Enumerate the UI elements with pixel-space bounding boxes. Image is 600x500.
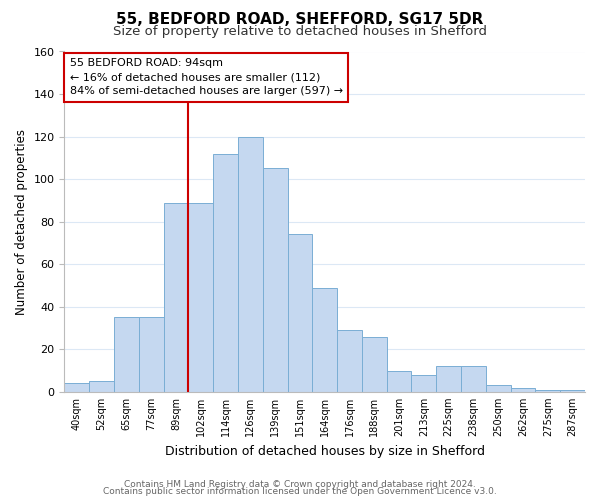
Bar	[263, 168, 287, 392]
Bar	[386, 370, 412, 392]
Y-axis label: Number of detached properties: Number of detached properties	[15, 128, 28, 314]
Bar	[287, 234, 313, 392]
Bar	[535, 390, 560, 392]
Bar	[486, 386, 511, 392]
Bar	[412, 375, 436, 392]
Bar	[139, 318, 164, 392]
Bar	[337, 330, 362, 392]
Bar	[436, 366, 461, 392]
Bar	[560, 390, 585, 392]
Bar	[313, 288, 337, 392]
Bar	[213, 154, 238, 392]
Bar	[89, 381, 114, 392]
Bar	[188, 202, 213, 392]
X-axis label: Distribution of detached houses by size in Shefford: Distribution of detached houses by size …	[165, 444, 485, 458]
Text: 55, BEDFORD ROAD, SHEFFORD, SG17 5DR: 55, BEDFORD ROAD, SHEFFORD, SG17 5DR	[116, 12, 484, 28]
Text: Contains HM Land Registry data © Crown copyright and database right 2024.: Contains HM Land Registry data © Crown c…	[124, 480, 476, 489]
Bar	[114, 318, 139, 392]
Bar	[164, 202, 188, 392]
Text: Size of property relative to detached houses in Shefford: Size of property relative to detached ho…	[113, 25, 487, 38]
Bar	[64, 384, 89, 392]
Bar	[238, 136, 263, 392]
Bar	[511, 388, 535, 392]
Text: 55 BEDFORD ROAD: 94sqm
← 16% of detached houses are smaller (112)
84% of semi-de: 55 BEDFORD ROAD: 94sqm ← 16% of detached…	[70, 58, 343, 96]
Bar	[461, 366, 486, 392]
Bar	[362, 336, 386, 392]
Text: Contains public sector information licensed under the Open Government Licence v3: Contains public sector information licen…	[103, 487, 497, 496]
